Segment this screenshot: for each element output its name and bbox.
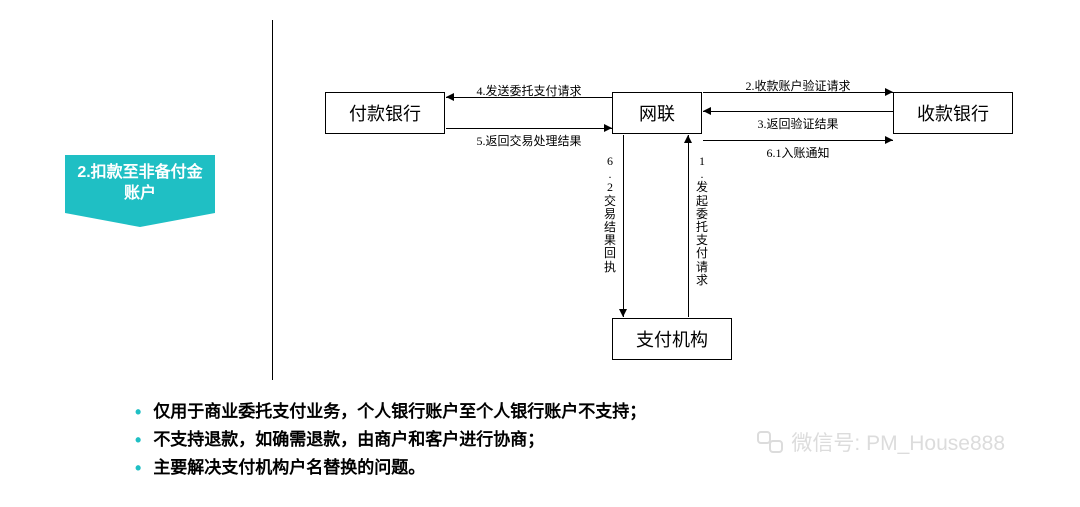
watermark-text: 微信号: PM_House888	[791, 427, 1005, 457]
edge-e3-label: 3.返回验证结果	[703, 115, 893, 132]
edge-e61-label: 6.1入账通知	[703, 144, 893, 161]
bullet-list: • 仅用于商业委托支付业务，个人银行账户至个人银行账户不支持； • 不支持退款，如确…	[135, 399, 646, 483]
edge-e4-label: 4.发送委托支付请求	[446, 82, 612, 99]
divider-line	[272, 20, 273, 380]
edge-e1-arrow	[684, 135, 692, 143]
edge-e3-arrow	[703, 107, 711, 115]
bullet-row: • 主要解决支付机构户名替换的问题。	[135, 455, 646, 483]
node-payer-bank: 付款银行	[325, 92, 445, 134]
node-payee-bank: 收款银行	[893, 92, 1013, 134]
bullet-dot-icon: •	[135, 427, 141, 455]
bullet-text: 主要解决支付机构户名替换的问题。	[153, 455, 425, 483]
edge-e1-label: 1.发起委托支付请求	[696, 155, 708, 287]
section-tag: 2.扣款至非备付金账户	[65, 155, 215, 213]
bullet-row: • 仅用于商业委托支付业务，个人银行账户至个人银行账户不支持；	[135, 399, 646, 427]
bullet-row: • 不支持退款，如确需退款，由商户和客户进行协商；	[135, 427, 646, 455]
node-label: 支付机构	[636, 326, 708, 352]
edge-e62-arrow	[619, 309, 627, 317]
edge-e3-line	[703, 111, 893, 112]
bullet-dot-icon: •	[135, 455, 141, 483]
edge-e62-line	[623, 135, 624, 317]
node-label: 收款银行	[917, 100, 989, 126]
bullet-text: 仅用于商业委托支付业务，个人银行账户至个人银行账户不支持；	[153, 399, 646, 427]
node-label: 网联	[639, 100, 675, 126]
edge-e61-line	[703, 140, 893, 141]
watermark: 微信号: PM_House888	[757, 427, 1005, 457]
edge-e5-label: 5.返回交易处理结果	[446, 132, 612, 149]
edge-e61-arrow	[885, 136, 893, 144]
edge-e5-line	[446, 128, 612, 129]
bullet-dot-icon: •	[135, 399, 141, 427]
edge-e5-arrow	[604, 124, 612, 132]
edge-e2-label: 2.收款账户验证请求	[703, 77, 893, 94]
edge-e1-line	[688, 135, 689, 317]
bullet-text: 不支持退款，如确需退款，由商户和客户进行协商；	[153, 427, 544, 455]
node-netunion: 网联	[612, 92, 702, 134]
wechat-icon	[757, 431, 783, 453]
node-pay-org: 支付机构	[612, 318, 732, 360]
edge-e62-label: 6.2交易结果回执	[604, 155, 616, 274]
node-label: 付款银行	[349, 100, 421, 126]
